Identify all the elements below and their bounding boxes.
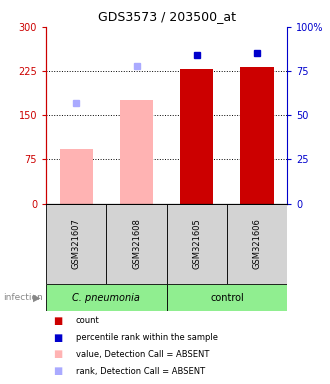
Text: ■: ■ xyxy=(53,333,62,343)
Text: percentile rank within the sample: percentile rank within the sample xyxy=(76,333,218,342)
Bar xyxy=(60,149,93,204)
Bar xyxy=(180,69,213,204)
Bar xyxy=(46,204,106,284)
Bar xyxy=(241,67,274,204)
Bar xyxy=(106,204,167,284)
Bar xyxy=(167,204,227,284)
Bar xyxy=(46,284,167,311)
Text: GSM321606: GSM321606 xyxy=(252,218,261,269)
Text: infection: infection xyxy=(3,293,43,302)
Bar xyxy=(120,101,153,204)
Text: ■: ■ xyxy=(53,316,62,326)
Text: ■: ■ xyxy=(53,366,62,376)
Bar xyxy=(227,204,287,284)
Text: count: count xyxy=(76,316,100,325)
Bar xyxy=(167,284,287,311)
Text: ▶: ▶ xyxy=(33,293,41,303)
Text: GSM321605: GSM321605 xyxy=(192,218,201,269)
Text: GSM321608: GSM321608 xyxy=(132,218,141,269)
Title: GDS3573 / 203500_at: GDS3573 / 203500_at xyxy=(98,10,236,23)
Text: C. pneumonia: C. pneumonia xyxy=(73,293,140,303)
Text: ■: ■ xyxy=(53,349,62,359)
Text: value, Detection Call = ABSENT: value, Detection Call = ABSENT xyxy=(76,350,209,359)
Text: GSM321607: GSM321607 xyxy=(72,218,81,269)
Text: rank, Detection Call = ABSENT: rank, Detection Call = ABSENT xyxy=(76,367,205,376)
Text: control: control xyxy=(210,293,244,303)
